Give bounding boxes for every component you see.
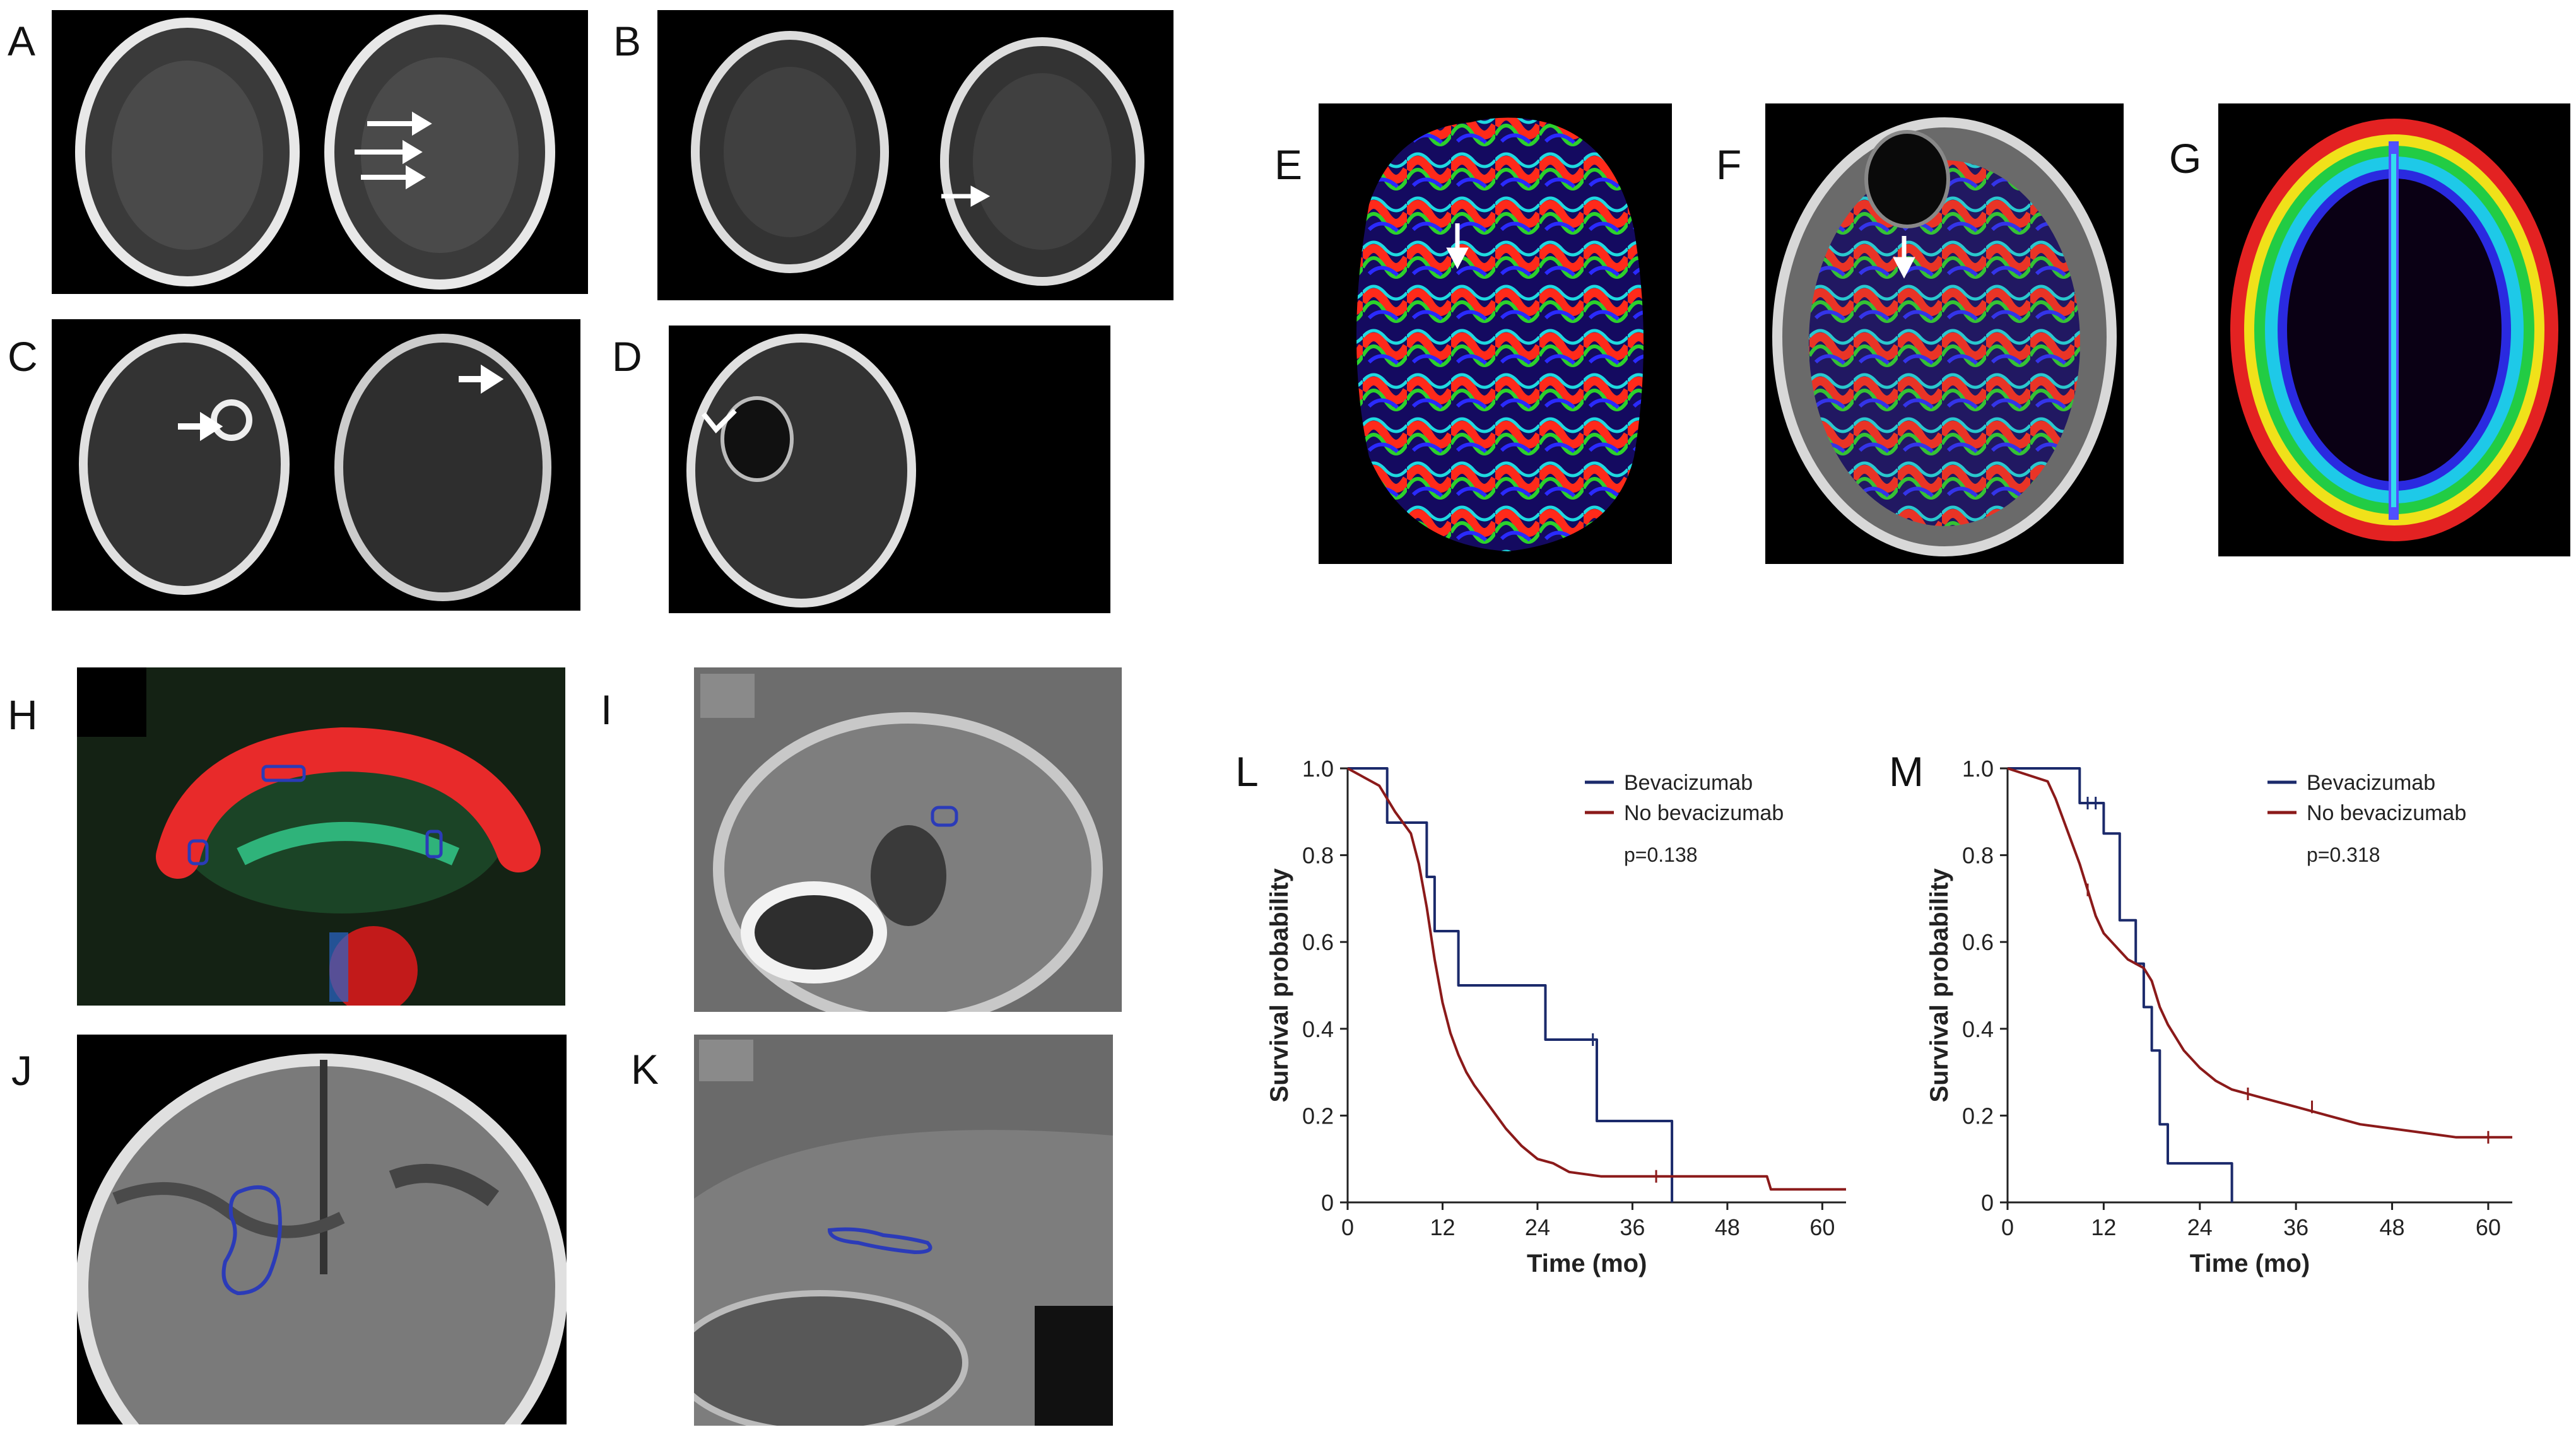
panel-label-m: M [1889, 748, 1924, 795]
x-tick-label: 36 [1620, 1214, 1645, 1240]
y-tick-label: 1.0 [1302, 756, 1334, 782]
x-tick-label: 0 [1341, 1214, 1354, 1240]
x-tick-label: 60 [2476, 1214, 2501, 1240]
km-chart-l: 0 0.2 0.4 0.6 0.8 1.0 0 12 24 36 48 60 Time (mo) Surv… [1266, 756, 1846, 1277]
x-tick-label: 48 [2380, 1214, 2405, 1240]
legend-label: No bevacizumab [2307, 801, 2466, 825]
y-tick-label: 0.6 [1962, 929, 1994, 955]
p-value-annotation: p=0.138 [1624, 843, 1698, 866]
arrow-icon [355, 111, 432, 190]
arrow-icon [941, 185, 991, 207]
panel-k-mri [694, 1035, 1113, 1426]
panel-d-mri [669, 326, 1110, 613]
panel-e-image [1356, 117, 1644, 551]
panel-i-image [694, 667, 1122, 1012]
panel-k-image [694, 1035, 1113, 1426]
panel-label-k: K [631, 1046, 659, 1093]
panel-label-g: G [2169, 135, 2202, 182]
x-tick-label: 24 [1525, 1214, 1550, 1240]
roi-outline-icon [827, 1227, 932, 1255]
panel-g-image [2230, 119, 2558, 541]
y-axis-label: Survival probability [1266, 868, 1293, 1103]
y-tick-label: 0.2 [1962, 1103, 1994, 1129]
panel-label-a: A [8, 18, 36, 64]
panel-label-h: H [8, 691, 38, 738]
x-axis-label: Time (mo) [2190, 1250, 2310, 1277]
series-line-bevacizumab [2008, 767, 2233, 1202]
series-line-bevacizumab [1348, 767, 1674, 1202]
panel-c-image [79, 334, 551, 601]
panel-i-mri [694, 667, 1122, 1012]
y-tick-label: 1.0 [1962, 756, 1994, 782]
x-tick-label: 24 [2187, 1214, 2213, 1240]
panel-label-l: L [1235, 748, 1259, 795]
x-tick-label: 36 [2283, 1214, 2308, 1240]
x-tick-label: 48 [1715, 1214, 1740, 1240]
x-tick-label: 12 [2091, 1214, 2116, 1240]
roi-outline-icon [931, 806, 958, 827]
p-value-annotation: p=0.318 [2307, 843, 2380, 866]
panel-label-c: C [8, 333, 38, 380]
panel-d-image [686, 334, 916, 608]
y-tick-label: 0.6 [1302, 929, 1334, 955]
panel-e-perfusion [1319, 103, 1672, 564]
y-tick-label: 0.2 [1302, 1103, 1334, 1129]
y-axis-label: Survival probability [1926, 868, 1953, 1103]
y-tick-label: 0.4 [1962, 1016, 1994, 1042]
x-tick-label: 12 [1430, 1214, 1455, 1240]
x-tick-label: 0 [2001, 1214, 2014, 1240]
panel-label-d: D [612, 333, 642, 380]
panel-g-perfusion [2218, 103, 2570, 556]
y-tick-label: 0.8 [1962, 843, 1994, 869]
panel-c-mri [52, 319, 580, 611]
legend-label: Bevacizumab [2307, 771, 2435, 795]
panel-j-mri [77, 1035, 567, 1424]
y-tick-label: 0 [1981, 1190, 1994, 1216]
panel-a-image [75, 15, 555, 290]
panel-f-image [1772, 117, 2117, 556]
panel-label-f: F [1716, 141, 1742, 188]
panel-label-j: J [11, 1047, 32, 1094]
panel-label-e: E [1274, 141, 1303, 188]
legend-label: Bevacizumab [1624, 771, 1753, 795]
panel-b-image [691, 31, 1144, 286]
panel-b-mri [657, 10, 1173, 300]
panel-label-i: I [601, 686, 613, 733]
arrow-icon [1446, 223, 1469, 269]
arrow-icon [178, 364, 504, 442]
arrow-icon [1893, 236, 1915, 279]
x-tick-label: 60 [1809, 1214, 1835, 1240]
x-axis-label: Time (mo) [1527, 1250, 1647, 1277]
panel-j-image [77, 1054, 567, 1424]
km-chart-m: 0 0.2 0.4 0.6 0.8 1.0 0 12 24 36 48 60 Time (mo) Surv… [1926, 756, 2512, 1277]
series-line-no-bevacizumab [1347, 767, 1846, 1191]
legend-label: No bevacizumab [1624, 801, 1784, 825]
panel-h-image [77, 667, 565, 1006]
series-line-no-bevacizumab [2007, 767, 2512, 1139]
y-tick-label: 0 [1321, 1190, 1334, 1216]
panel-h-dti [77, 667, 565, 1006]
roi-outline-icon [221, 1185, 282, 1296]
panel-label-b: B [613, 18, 642, 64]
panel-a-mri [52, 10, 588, 294]
y-tick-label: 0.8 [1302, 843, 1334, 869]
arrow-icon [701, 409, 737, 433]
panel-f-perfusion-overlay [1765, 103, 2124, 564]
roi-outline-icon [187, 765, 443, 866]
y-tick-label: 0.4 [1302, 1016, 1334, 1042]
